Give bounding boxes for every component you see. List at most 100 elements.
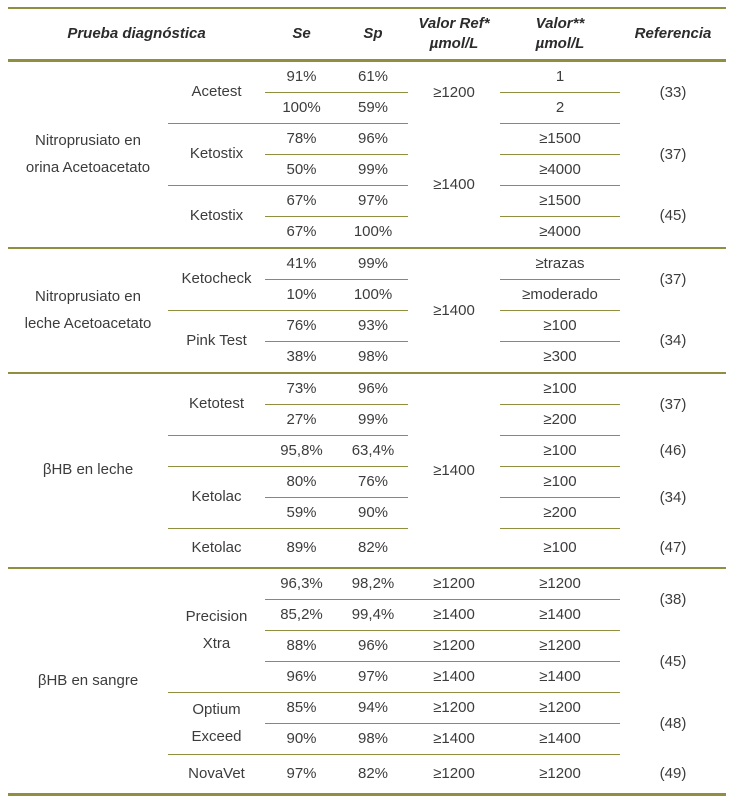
- col-header-valor-star: Valor** µmol/L: [500, 8, 620, 62]
- cell-se: 67%: [265, 185, 338, 217]
- cell-se: 96%: [265, 661, 338, 693]
- col-header-prueba-diagnostica: Prueba diagnóstica: [8, 8, 265, 62]
- col-header-sp: Sp: [338, 8, 408, 62]
- cell-se: 85,2%: [265, 599, 338, 631]
- cell-valor-star: 2: [500, 92, 620, 124]
- test-name: Ketostix: [189, 207, 244, 225]
- cell-valor-star: ≥300: [543, 348, 577, 365]
- cell-valor-ref: ≥1200: [408, 630, 500, 662]
- cell-valor-star: ≥4000: [500, 154, 620, 186]
- cell-referencia: (48): [659, 714, 687, 732]
- cell-sp: 98,2%: [338, 567, 408, 600]
- cell-valor-star: ≥100: [500, 310, 620, 342]
- cell-valor-star: ≥1400: [500, 599, 620, 631]
- cell-sp: 96%: [338, 123, 408, 155]
- cell-sp: 63,4%: [338, 435, 408, 467]
- cell-valor-star: ≥1500: [500, 123, 620, 155]
- cell-se: 90%: [265, 723, 338, 755]
- cell-se: 59%: [265, 497, 338, 529]
- cell-valor-ref: ≥1400: [408, 661, 500, 693]
- group-label: Nitroprusiato en leche Acetoacetato: [8, 247, 168, 373]
- cell-sp: 82%: [357, 539, 389, 556]
- cell-referencia: (37): [620, 247, 726, 311]
- test-name: [168, 435, 265, 467]
- cell-valor-ref: ≥1200: [408, 567, 500, 600]
- cell-se: 10%: [265, 279, 338, 311]
- cell-sp: 97%: [338, 185, 408, 217]
- cell-se: 50%: [265, 154, 338, 186]
- table-row: 96% 97% ≥1400 ≥1400: [8, 661, 726, 693]
- test-name: Ketotest: [168, 372, 265, 436]
- test-name: Ketostix: [168, 123, 265, 186]
- cell-sp: 100%: [338, 279, 408, 311]
- cell-se: 27%: [265, 404, 338, 436]
- cell-valor-ref: ≥1400: [408, 599, 500, 631]
- cell-valor-star: ≥200: [500, 497, 620, 529]
- test-name: Ketocheck: [168, 247, 265, 311]
- col-header-valor-star-title: Valor**: [535, 14, 585, 32]
- cell-sp: 99%: [338, 247, 408, 280]
- cell-valor-star: ≥moderado: [500, 279, 620, 311]
- col-header-valor-ref: Valor Ref* µmol/L: [408, 8, 500, 62]
- cell-se: 78%: [265, 123, 338, 155]
- table-row: 88% 96% ≥1200 ≥1200 (45): [8, 630, 726, 670]
- cell-sp: 90%: [338, 497, 408, 529]
- test-name: Optium Exceed: [168, 692, 265, 755]
- col-header-se: Se: [265, 8, 338, 62]
- cell-se: 89%: [286, 539, 317, 556]
- cell-se: 100%: [265, 92, 338, 124]
- cell-referencia: (47): [659, 538, 687, 556]
- group-label: Nitroprusiato en orina Acetoacetato: [25, 132, 151, 176]
- cell-valor-star: ≥1500: [500, 185, 620, 217]
- cell-valor-star: ≥1400: [500, 723, 620, 755]
- cell-se: 96,3%: [265, 567, 338, 600]
- table-row: Pink Test 76% 93% ≥100 (34): [8, 310, 726, 349]
- cell-valor-ref: ≥1400: [433, 176, 475, 194]
- table-row: Ketostix 67% 97% ≥1500 (45): [8, 185, 726, 224]
- cell-se: 67%: [286, 223, 317, 240]
- cell-sp: 61%: [338, 60, 408, 93]
- table-row: 59% 90% ≥200: [8, 497, 726, 529]
- table-row: 85,2% 99,4% ≥1400 ≥1400: [8, 599, 726, 631]
- cell-se: 95,8%: [265, 435, 338, 467]
- col-header-valor-star-unit: µmol/L: [535, 35, 585, 52]
- cell-referencia: (45): [659, 207, 687, 225]
- table-row: 27% 99% ≥200: [8, 404, 726, 436]
- col-header-valor-ref-title: Valor Ref*: [418, 14, 490, 32]
- table-row: Ketolac 89% 82% ≥100 (47): [8, 529, 726, 569]
- cell-sp: 98%: [338, 723, 408, 755]
- test-name: Acetest: [168, 60, 265, 124]
- test-name: Precision Xtra: [168, 567, 265, 693]
- cell-sp: 82%: [357, 765, 389, 782]
- cell-valor-star: ≥200: [500, 404, 620, 436]
- cell-sp: 99,4%: [338, 599, 408, 631]
- page: Prueba diagnóstica Se Sp Valor Ref* µmol…: [8, 7, 726, 796]
- cell-se: 73%: [265, 372, 338, 405]
- cell-valor-ref: ≥1200: [433, 83, 475, 101]
- cell-valor-star: ≥100: [500, 435, 620, 467]
- cell-valor-ref: ≥1400: [408, 247, 500, 373]
- table-row: βHB en sangre Precision Xtra 96,3% 98,2%…: [8, 567, 726, 795]
- cell-valor-star: ≥100: [500, 372, 620, 405]
- cell-sp: 100%: [353, 223, 393, 240]
- cell-referencia: (46): [659, 442, 687, 459]
- table-row: βHB en leche Ketotest 73% 96% ≥1400 ≥100…: [8, 372, 726, 568]
- test-name: Pink Test: [186, 332, 247, 350]
- cell-valor-star: ≥100: [500, 466, 620, 498]
- table-row: Nitroprusiato en orina Acetoacetato Acet…: [8, 60, 726, 176]
- cell-referencia: (34): [659, 488, 687, 506]
- cell-se: 85%: [265, 692, 338, 724]
- cell-sp: 59%: [338, 92, 408, 124]
- cell-se: 91%: [265, 60, 338, 93]
- cell-referencia: (33): [659, 83, 687, 101]
- cell-se: 80%: [265, 466, 338, 498]
- cell-valor-ref: ≥1200: [408, 692, 500, 724]
- cell-se: 41%: [265, 247, 338, 280]
- cell-sp: 98%: [357, 348, 389, 365]
- col-header-valor-ref-unit: µmol/L: [429, 35, 479, 52]
- table-row: Nitroprusiato en leche Acetoacetato Keto…: [8, 247, 726, 373]
- table-row: NovaVet 97% 82% ≥1200 ≥1200 (49): [8, 755, 726, 795]
- cell-valor-star: ≥1200: [539, 765, 581, 782]
- cell-sp: 99%: [338, 404, 408, 436]
- cell-referencia: (34): [659, 332, 687, 350]
